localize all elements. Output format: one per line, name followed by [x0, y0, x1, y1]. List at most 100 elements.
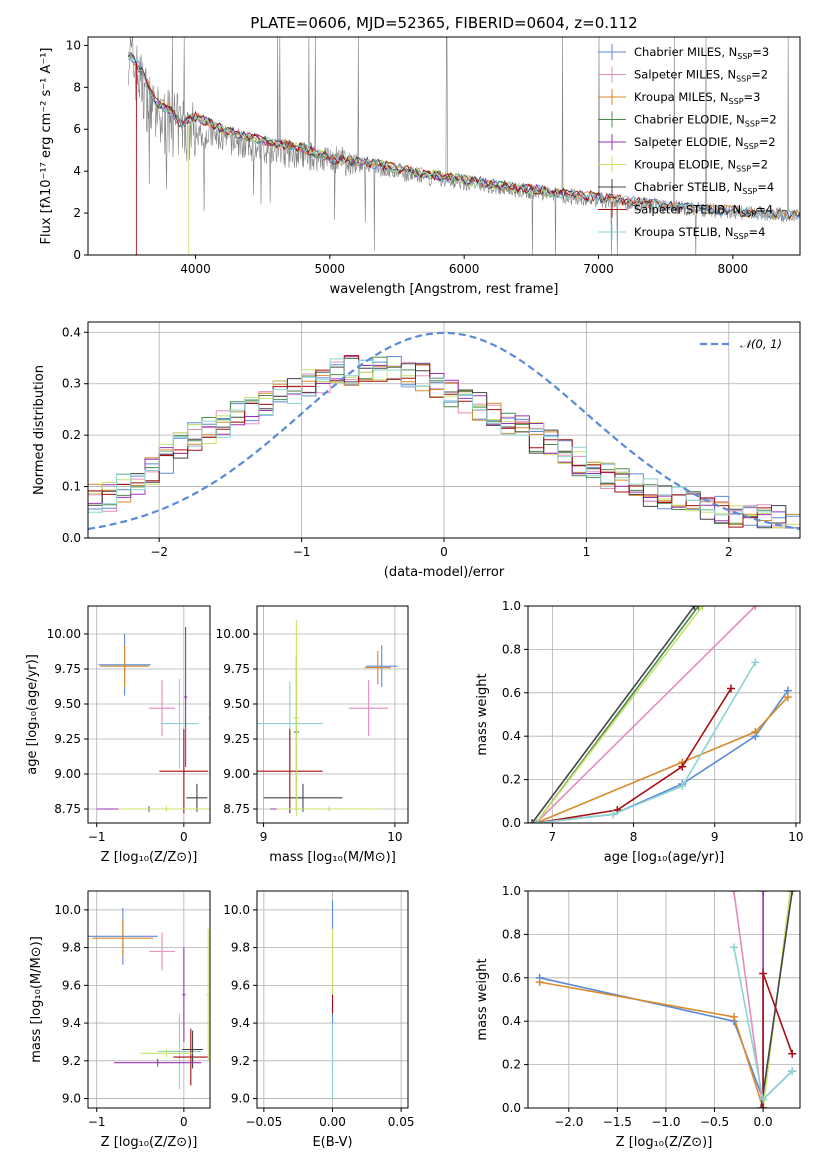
residuals-ytick-label-2: 0.2: [62, 428, 81, 442]
age-weight-frame: [527, 605, 801, 824]
mass-age-frame: [256, 605, 409, 824]
ebv-mass-ytick-label-3: 9.6: [231, 978, 250, 992]
ebv-mass-xtick-label-0: −0.05: [245, 1115, 282, 1129]
legend-label-main-2: Kroupa MILES, N: [634, 90, 729, 104]
z-weight-series-2-marker-1: [729, 1012, 738, 1021]
z-weight-frame: [527, 890, 801, 1109]
mass-age-ytick-label-3: 9.50: [223, 697, 250, 711]
residuals-ytick-label-3: 0.3: [62, 377, 81, 391]
spectrum-ytick-label-5: 10: [66, 38, 81, 52]
age-weight-series-6-marker-2: [678, 762, 687, 771]
legend-label-main-7: Salpeter STELIB, N: [634, 203, 741, 217]
z-weight-series-5-line: [760, 891, 793, 1108]
legend-label-3: Chabrier ELODIE, NSSP=2: [634, 113, 777, 129]
z-mass-axes: −1 0 9.0 9.2 9.4 9.6 9.8 10.0 Z [log₁₀(Z/Z⊙)] mas…: [29, 890, 211, 1150]
age-weight-series-5-marker-0: [528, 819, 537, 823]
legend-label-sub-3: SSP: [745, 120, 760, 129]
ebv-mass-axes: −0.05 0.00 0.05 9.0 9.2 9.4 9.6 9.8 10.0 E(B-V): [223, 890, 415, 1150]
legend-label-8: Kroupa STELIB, NSSP=4: [634, 225, 765, 241]
age-weight-plot-area: [528, 606, 792, 823]
legend-label-4: Salpeter ELODIE, NSSP=2: [634, 135, 776, 151]
z-age-xtick-label-1: 0: [180, 830, 188, 844]
age-weight-series-7-marker-2: [678, 782, 687, 791]
age-weight-series-1-marker-1: [751, 606, 760, 610]
legend-label-tail-0: =3: [752, 45, 769, 59]
legend-label-tail-2: =3: [744, 90, 761, 104]
residuals-ytick-label-0: 0.0: [62, 531, 81, 545]
gaussian-legend-label: 𝒩(0, 1): [740, 337, 782, 351]
legend-label-sub-4: SSP: [744, 142, 759, 151]
spectrum-xtick-label-4: 8000: [718, 262, 749, 276]
age-weight-xtick-label-0: 7: [549, 830, 557, 844]
z-weight-xlabel: Z [log₁₀(Z/Z⊙)]: [616, 1135, 713, 1150]
ebv-mass-ytick-label-0: 9.0: [231, 1092, 250, 1106]
legend-label-sub-6: SSP: [742, 187, 757, 196]
legend-label-main-1: Salpeter MILES, N: [634, 68, 736, 82]
z-age-ytick-label-3: 9.50: [54, 697, 81, 711]
legend-label-sub-1: SSP: [736, 75, 751, 84]
legend-label-main-6: Chabrier STELIB, N: [634, 180, 742, 194]
spectrum-xtick-label-1: 5000: [315, 262, 346, 276]
age-weight-series-7-marker-1: [609, 810, 618, 819]
age-weight-series-0-line: [536, 690, 789, 823]
z-weight-xtick-label-4: 0.0: [754, 1115, 773, 1129]
z-age-ytick-label-1: 9.00: [54, 767, 81, 781]
age-weight-xtick-label-3: 10: [788, 830, 803, 844]
z-weight-series-7-marker-2: [788, 1067, 797, 1076]
age-weight-series-2-line: [535, 696, 789, 823]
z-mass-xtick-label-0: −1: [88, 1115, 106, 1129]
z-mass-plot-area: [88, 907, 210, 1090]
legend-label-tail-5: =2: [751, 158, 768, 172]
residuals-xtick-label-4: 2: [725, 545, 733, 559]
z-weight-ytick-label-0: 0.0: [502, 1101, 521, 1115]
residuals-xlabel: (data-model)/error: [384, 565, 505, 580]
age-weight-series-4-line: [535, 606, 704, 823]
legend-label-main-3: Chabrier ELODIE, N: [634, 113, 745, 127]
ebv-mass-ytick-label-2: 9.4: [231, 1016, 250, 1030]
spectrum-ytick-label-3: 6: [73, 122, 81, 136]
legend-label-0: Chabrier MILES, NSSP=3: [634, 45, 769, 61]
age-weight-series-2-marker-3: [783, 693, 792, 702]
legend-label-main-0: Chabrier MILES, N: [634, 45, 737, 59]
legend-label-tail-6: =4: [757, 180, 774, 194]
ebv-mass-ytick-label-1: 9.2: [231, 1054, 250, 1068]
legend-label-main-4: Salpeter ELODIE, N: [634, 135, 744, 149]
z-weight-xtick-label-3: −0.5: [700, 1115, 729, 1129]
z-weight-xtick-label-2: −1.0: [651, 1115, 680, 1129]
legend-label-5: Kroupa ELODIE, NSSP=2: [634, 158, 768, 174]
z-mass-xlabel: Z [log₁₀(Z/Z⊙)]: [101, 1135, 198, 1150]
age-weight-series-1-line: [535, 606, 756, 823]
ebv-mass-ytick-label-4: 9.8: [231, 941, 250, 955]
age-weight-ytick-label-4: 0.8: [502, 642, 521, 656]
z-weight-series-6-marker-1: [759, 969, 768, 978]
mass-age-ytick-label-5: 10.00: [216, 627, 250, 641]
ebv-mass-ytick-label-5: 10.0: [223, 903, 250, 917]
legend-label-sub-0: SSP: [737, 52, 752, 61]
age-weight-ytick-label-5: 1.0: [502, 599, 521, 613]
model-line-8: [127, 51, 800, 221]
residuals-xtick-label-2: 0: [440, 545, 448, 559]
residuals-xtick-label-3: 1: [583, 545, 591, 559]
z-weight-ytick-label-5: 1.0: [502, 884, 521, 898]
legend-label-2: Kroupa MILES, NSSP=3: [634, 90, 760, 106]
spectrum-xtick-label-3: 7000: [583, 262, 614, 276]
z-mass-ytick-label-5: 10.0: [54, 903, 81, 917]
z-weight-series-2-marker-0: [535, 978, 544, 987]
ebv-mass-xtick-label-2: 0.05: [388, 1115, 415, 1129]
legend-label-sub-5: SSP: [736, 165, 751, 174]
spectrum-title: PLATE=0606, MJD=52365, FIBERID=0604, z=0…: [250, 14, 637, 32]
z-age-plot-area: [96, 613, 210, 823]
spectrum-xlabel: wavelength [Angstrom, rest frame]: [330, 282, 559, 297]
model-line-7: [135, 62, 653, 255]
z-mass-ytick-label-0: 9.0: [62, 1092, 81, 1106]
age-weight-xlabel: age [log₁₀(age/yr)]: [604, 850, 725, 865]
age-weight-series-4-marker-1: [698, 606, 707, 610]
z-age-axes: −1 0 8.75 9.00 9.25 9.50 9.75 10.00 Z [log₁₀(Z/Z…: [25, 605, 211, 865]
z-age-ytick-label-2: 9.25: [54, 732, 81, 746]
mass-age-ytick-label-2: 9.25: [223, 732, 250, 746]
z-weight-series-1-marker-0: [729, 891, 738, 895]
legend-label-6: Chabrier STELIB, NSSP=4: [634, 180, 774, 196]
z-weight-series-5-marker-1: [788, 891, 797, 895]
legend-label-7: Salpeter STELIB, NSSP=4: [634, 203, 773, 219]
residuals-ylabel: Normed distribution: [32, 365, 47, 495]
